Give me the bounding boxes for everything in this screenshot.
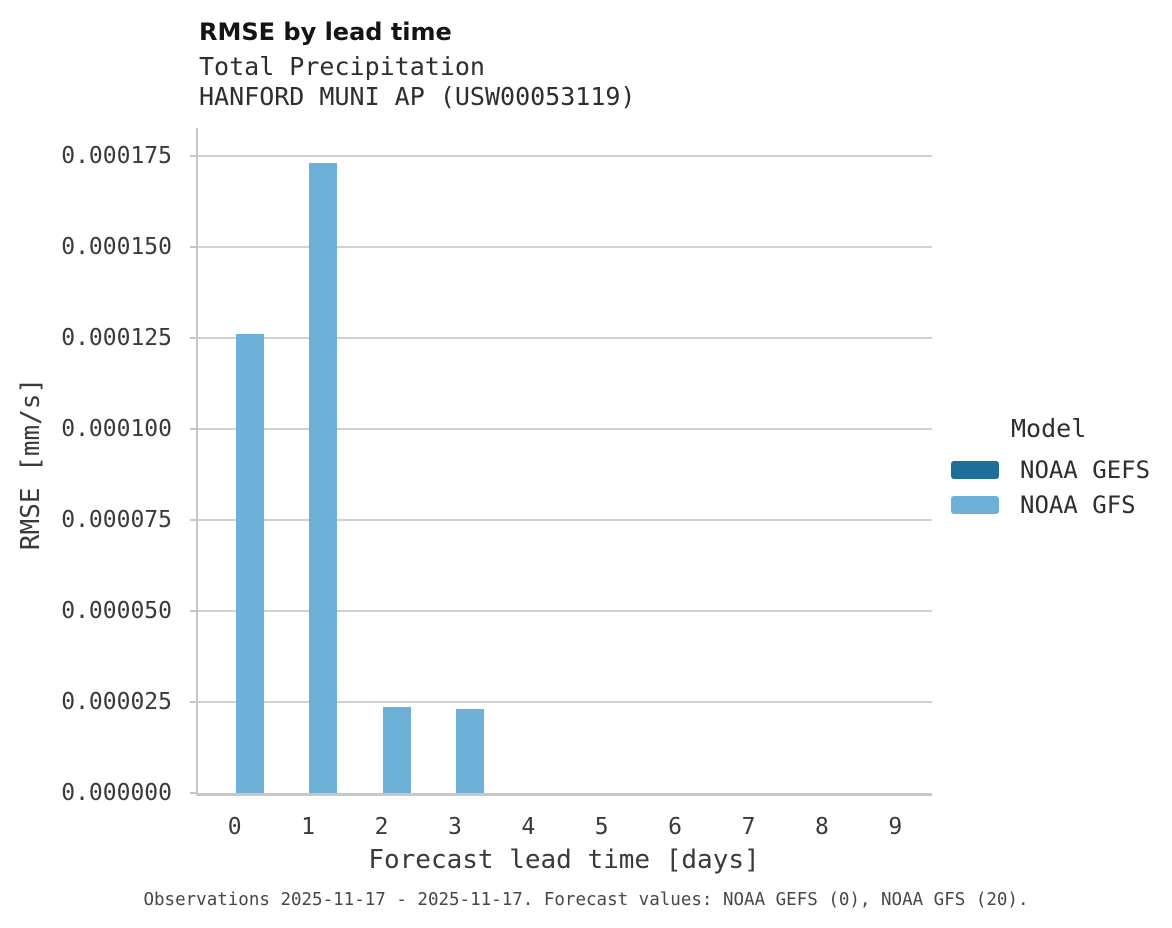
chart-title: RMSE by lead time [199, 18, 452, 46]
legend-swatch-noaa-gefs [951, 461, 999, 479]
gridline [198, 701, 932, 704]
plot-panel: 0.000000 0.000025 0.000050 0.000075 0.000100… [61, 128, 932, 840]
y-tick-label: 0.000000 [61, 780, 172, 806]
y-tick-mark [190, 155, 196, 158]
bar-noaa-gfs-lead-3 [455, 708, 484, 793]
y-tick-mark [190, 610, 196, 613]
gridline [198, 246, 932, 249]
x-tick-label: 7 [741, 814, 756, 840]
x-tick-label: 5 [594, 814, 609, 840]
bar-noaa-gfs-lead-0 [235, 334, 264, 793]
gridline [198, 610, 932, 613]
gridline [198, 519, 932, 522]
gridline [198, 337, 932, 340]
y-tick-label: 0.000150 [61, 234, 172, 261]
y-tick-mark [190, 337, 196, 340]
legend-label: NOAA GEFS [1020, 456, 1151, 484]
footer-caption: Observations 2025-11-17 - 2025-11-17. Fo… [143, 890, 1029, 910]
x-tick-label: 2 [374, 814, 389, 840]
legend-item: NOAA GEFS [951, 455, 1150, 485]
gridline [198, 428, 932, 431]
y-tick-mark [190, 428, 196, 431]
legend-label: NOAA GFS [1020, 491, 1136, 519]
y-tick-label: 0.000125 [61, 325, 172, 352]
x-axis-title: Forecast lead time [days] [368, 845, 760, 875]
x-tick-label: 8 [814, 814, 829, 840]
y-tick-label: 0.000025 [61, 689, 172, 716]
x-tick-label: 0 [227, 814, 242, 840]
x-tick-label: 9 [888, 814, 903, 840]
x-tick-label: 4 [521, 814, 536, 840]
y-tick-label: 0.000175 [61, 143, 172, 170]
y-tick-label: 0.000075 [61, 507, 172, 534]
y-axis-title: RMSE [mm/s] [16, 377, 46, 551]
x-tick-label: 6 [668, 814, 683, 840]
gridline [198, 155, 932, 158]
y-tick-mark [190, 246, 196, 249]
bar-noaa-gfs-lead-1 [309, 163, 338, 793]
y-tick-label: 0.000100 [61, 416, 172, 443]
y-tick-mark [190, 519, 196, 522]
legend: Model NOAA GEFS NOAA GFS [951, 414, 1150, 520]
bar-noaa-gfs-lead-2 [382, 707, 411, 793]
legend-swatch-noaa-gfs [951, 496, 999, 514]
chart-subtitle: Total Precipitation [199, 52, 485, 81]
y-tick-label: 0.000050 [61, 598, 172, 625]
y-tick-mark [190, 701, 196, 704]
y-tick-mark [190, 792, 196, 794]
x-tick-label: 3 [447, 814, 462, 840]
legend-item: NOAA GFS [951, 490, 1150, 520]
x-tick-label: 1 [301, 814, 316, 840]
chart-station: HANFORD MUNI AP (USW00053119) [199, 82, 636, 111]
legend-title: Model [1011, 414, 1087, 443]
